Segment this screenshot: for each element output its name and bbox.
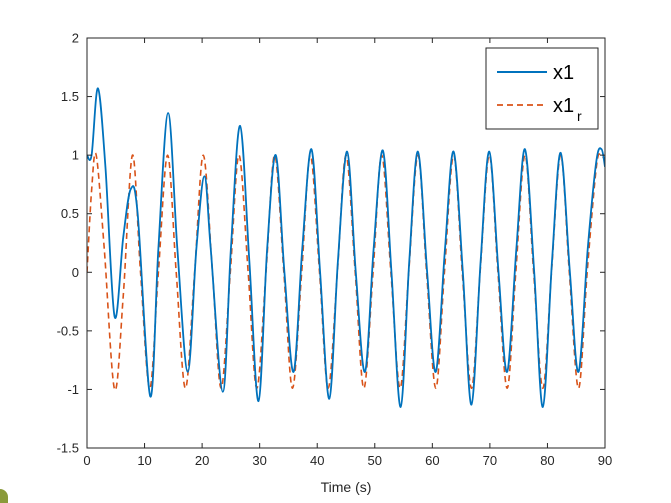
axes-box — [86, 37, 606, 449]
x-tick-label: 80 — [540, 453, 554, 468]
y-tick-label: -1 — [67, 382, 79, 397]
x-tick-label: 10 — [137, 453, 151, 468]
x-tick-label: 90 — [598, 453, 612, 468]
x-tick-label: 60 — [425, 453, 439, 468]
y-tick-label: -0.5 — [57, 323, 79, 338]
legend: x1 x1 r — [485, 47, 599, 130]
x-tick-label: 20 — [195, 453, 209, 468]
series-line-x1 — [87, 87, 605, 408]
x-axis-label: Time (s) — [321, 479, 372, 495]
legend-label-x1: x1 — [553, 62, 574, 84]
x-tick-label: 0 — [83, 453, 90, 468]
legend-subscript-r: r — [577, 108, 582, 124]
legend-label-x1r: x1 — [553, 95, 574, 117]
y-tick-label: 1 — [72, 148, 79, 163]
x-tick-label: 70 — [483, 453, 497, 468]
y-tick-label: 2 — [72, 31, 79, 46]
x-tick-label: 40 — [310, 453, 324, 468]
y-tick-label: 0 — [72, 265, 79, 280]
ticks-layer: 0 10 20 30 40 50 60 70 80 90 -1.5 -1 -0.5 0 0.5 1 1.5 2 — [57, 31, 613, 469]
series-layer — [87, 87, 605, 408]
legend-box — [485, 47, 599, 130]
y-tick-label: -1.5 — [57, 441, 79, 456]
x-tick-label: 30 — [252, 453, 266, 468]
x-tick-label: 50 — [368, 453, 382, 468]
y-tick-label: 0.5 — [61, 206, 79, 221]
corner-decoration — [0, 489, 8, 503]
y-tick-label: 1.5 — [61, 89, 79, 104]
